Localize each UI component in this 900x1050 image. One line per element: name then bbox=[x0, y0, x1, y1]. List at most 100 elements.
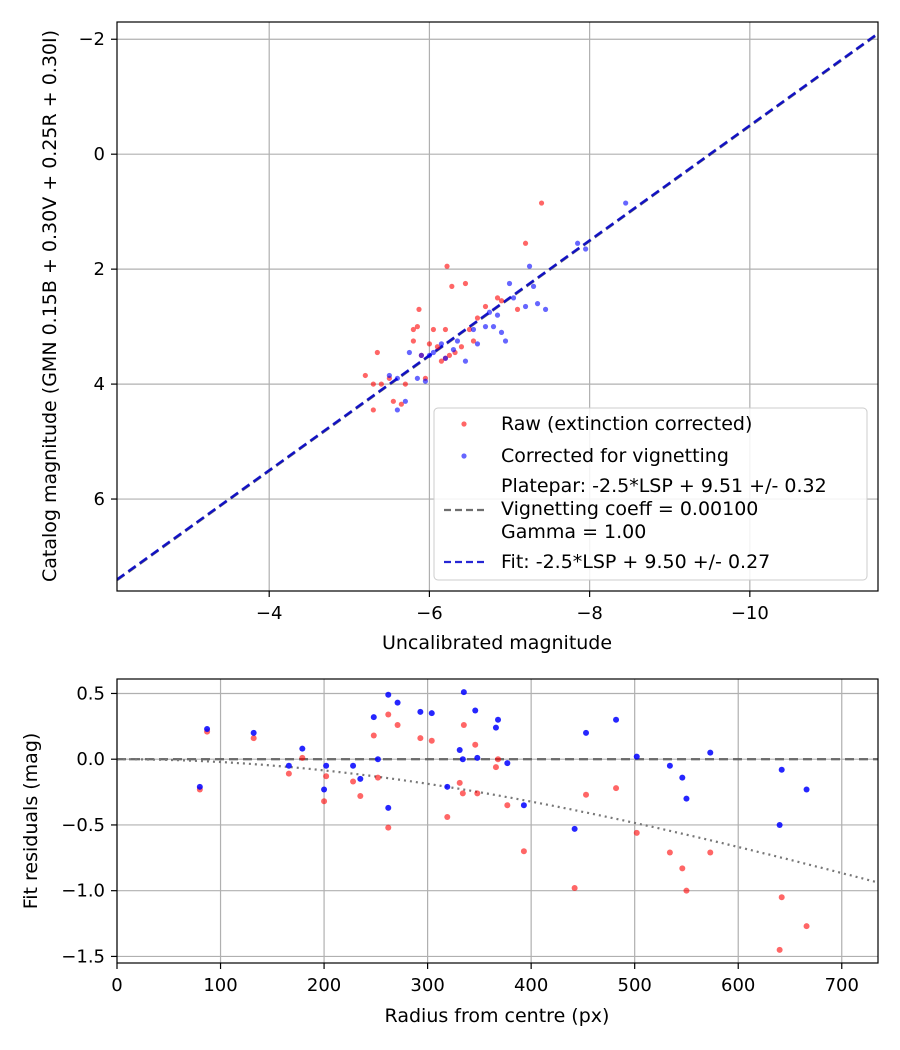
raw-residual-point bbox=[776, 946, 783, 953]
corrected-residual-point bbox=[495, 716, 502, 723]
vignetting-curve bbox=[117, 758, 878, 884]
legend-corrected-label: Corrected for vignetting bbox=[501, 445, 729, 467]
corrected-point bbox=[506, 280, 513, 287]
raw-point bbox=[378, 381, 384, 387]
raw-residual-point bbox=[428, 737, 435, 744]
raw-residual-point bbox=[299, 754, 306, 761]
top-x-axis-label: Uncalibrated magnitude bbox=[382, 632, 612, 654]
bottom-x-tick-label: 100 bbox=[203, 975, 237, 996]
corrected-point bbox=[530, 283, 537, 289]
corrected-residual-point bbox=[504, 760, 511, 767]
fit-line bbox=[117, 32, 878, 581]
bottom-y-tick-label: 0.5 bbox=[76, 683, 105, 704]
raw-residual-point bbox=[679, 865, 686, 872]
top-axes-frame bbox=[116, 21, 879, 592]
corrected-residual-point bbox=[613, 716, 620, 723]
corrected-point bbox=[414, 375, 420, 381]
corrected-point bbox=[510, 295, 517, 301]
raw-residual-point bbox=[250, 735, 257, 742]
raw-point bbox=[370, 381, 376, 387]
corrected-point bbox=[542, 306, 549, 312]
corrected-residual-point bbox=[778, 766, 785, 773]
corrected-residual-point bbox=[583, 729, 590, 736]
bottom-y-tick-label: 0.0 bbox=[76, 749, 105, 770]
raw-point bbox=[470, 338, 477, 344]
legend-platepar-line-1: Vignetting coeff = 0.00100 bbox=[501, 498, 758, 520]
raw-residual-point bbox=[683, 887, 690, 894]
legend-platepar-line-2: Gamma = 1.00 bbox=[501, 521, 646, 543]
corrected-residual-point bbox=[444, 783, 451, 790]
corrected-residual-point bbox=[492, 724, 499, 731]
raw-residual-point bbox=[666, 849, 673, 856]
corrected-point bbox=[462, 358, 469, 364]
top-x-tick-label: −6 bbox=[416, 603, 443, 624]
residuals-plot: 0 100 200 300 400 500 600 700 0.5 0.0 −0.5 −1.0 −1.… bbox=[20, 678, 879, 1027]
raw-point bbox=[446, 352, 453, 358]
raw-point bbox=[444, 263, 450, 269]
corrected-residual-point bbox=[460, 689, 467, 696]
raw-residual-point bbox=[385, 824, 392, 831]
raw-residual-point bbox=[456, 779, 463, 786]
corrected-residual-point bbox=[456, 747, 463, 753]
raw-residual-point bbox=[633, 829, 640, 836]
corrected-residual-point bbox=[683, 795, 690, 802]
top-fit-lines bbox=[117, 32, 878, 582]
bottom-x-tick-label: 700 bbox=[825, 975, 859, 996]
corrected-residual-point bbox=[204, 725, 211, 732]
top-y-tick-label: 0 bbox=[94, 144, 105, 165]
corrected-residual-point bbox=[679, 774, 686, 781]
corrected-residual-point bbox=[520, 802, 527, 809]
raw-point bbox=[458, 344, 465, 350]
raw-point bbox=[514, 306, 521, 312]
legend-raw-label: Raw (extinction corrected) bbox=[501, 413, 752, 435]
raw-point bbox=[402, 381, 408, 387]
legend: Raw (extinction corrected) Corrected for… bbox=[433, 407, 868, 581]
corrected-residual-point bbox=[370, 714, 377, 721]
corrected-point bbox=[623, 200, 629, 206]
raw-point bbox=[498, 298, 505, 304]
bottom-x-ticks: 0 100 200 300 400 500 600 700 bbox=[111, 963, 859, 996]
raw-residual-point bbox=[323, 773, 330, 780]
legend-platepar-line-0: Platepar: -2.5*LSP + 9.51 +/- 0.32 bbox=[501, 475, 827, 497]
corrected-residual-point bbox=[803, 786, 810, 793]
corrected-point bbox=[422, 378, 429, 384]
corrected-residual-point bbox=[776, 821, 783, 828]
legend-raw-marker bbox=[461, 421, 467, 427]
corrected-point bbox=[442, 355, 449, 361]
corrected-point bbox=[534, 301, 541, 307]
raw-point bbox=[414, 324, 420, 330]
top-x-tick-label: −4 bbox=[256, 603, 283, 624]
bottom-y-axis-label: Fit residuals (mag) bbox=[20, 733, 42, 910]
raw-residual-point bbox=[285, 770, 292, 777]
corrected-residual-point bbox=[350, 762, 357, 769]
raw-point bbox=[438, 358, 445, 364]
bottom-axes-frame bbox=[116, 678, 879, 964]
raw-residual-point bbox=[460, 722, 467, 729]
raw-residual-point bbox=[385, 711, 392, 718]
corrected-residual-point bbox=[394, 699, 401, 706]
raw-point bbox=[449, 283, 455, 289]
corrected-point bbox=[490, 324, 497, 330]
top-y-axis-label: Catalog magnitude (GMN 0.15B + 0.30V + 0… bbox=[39, 30, 61, 582]
raw-point bbox=[362, 372, 368, 379]
raw-residual-point bbox=[495, 756, 502, 763]
raw-residual-point bbox=[357, 793, 364, 800]
corrected-point bbox=[526, 263, 533, 269]
top-x-tick-label: −8 bbox=[576, 603, 603, 624]
corrected-point bbox=[418, 352, 424, 358]
corrected-point bbox=[438, 341, 445, 347]
raw-residual-point bbox=[492, 764, 499, 771]
bottom-x-axis-label: Radius from centre (px) bbox=[385, 1005, 610, 1027]
corrected-residual-point bbox=[428, 710, 435, 717]
corrected-point bbox=[450, 347, 457, 353]
raw-point bbox=[474, 315, 481, 321]
corrected-residual-point bbox=[707, 749, 714, 756]
raw-point bbox=[370, 407, 376, 413]
legend-corrected-marker bbox=[461, 453, 467, 459]
corrected-point bbox=[575, 240, 581, 246]
bottom-y-tick-label: −1.5 bbox=[61, 946, 105, 967]
raw-residual-point bbox=[613, 785, 620, 792]
corrected-point bbox=[583, 246, 589, 252]
raw-residual-point bbox=[321, 798, 328, 805]
